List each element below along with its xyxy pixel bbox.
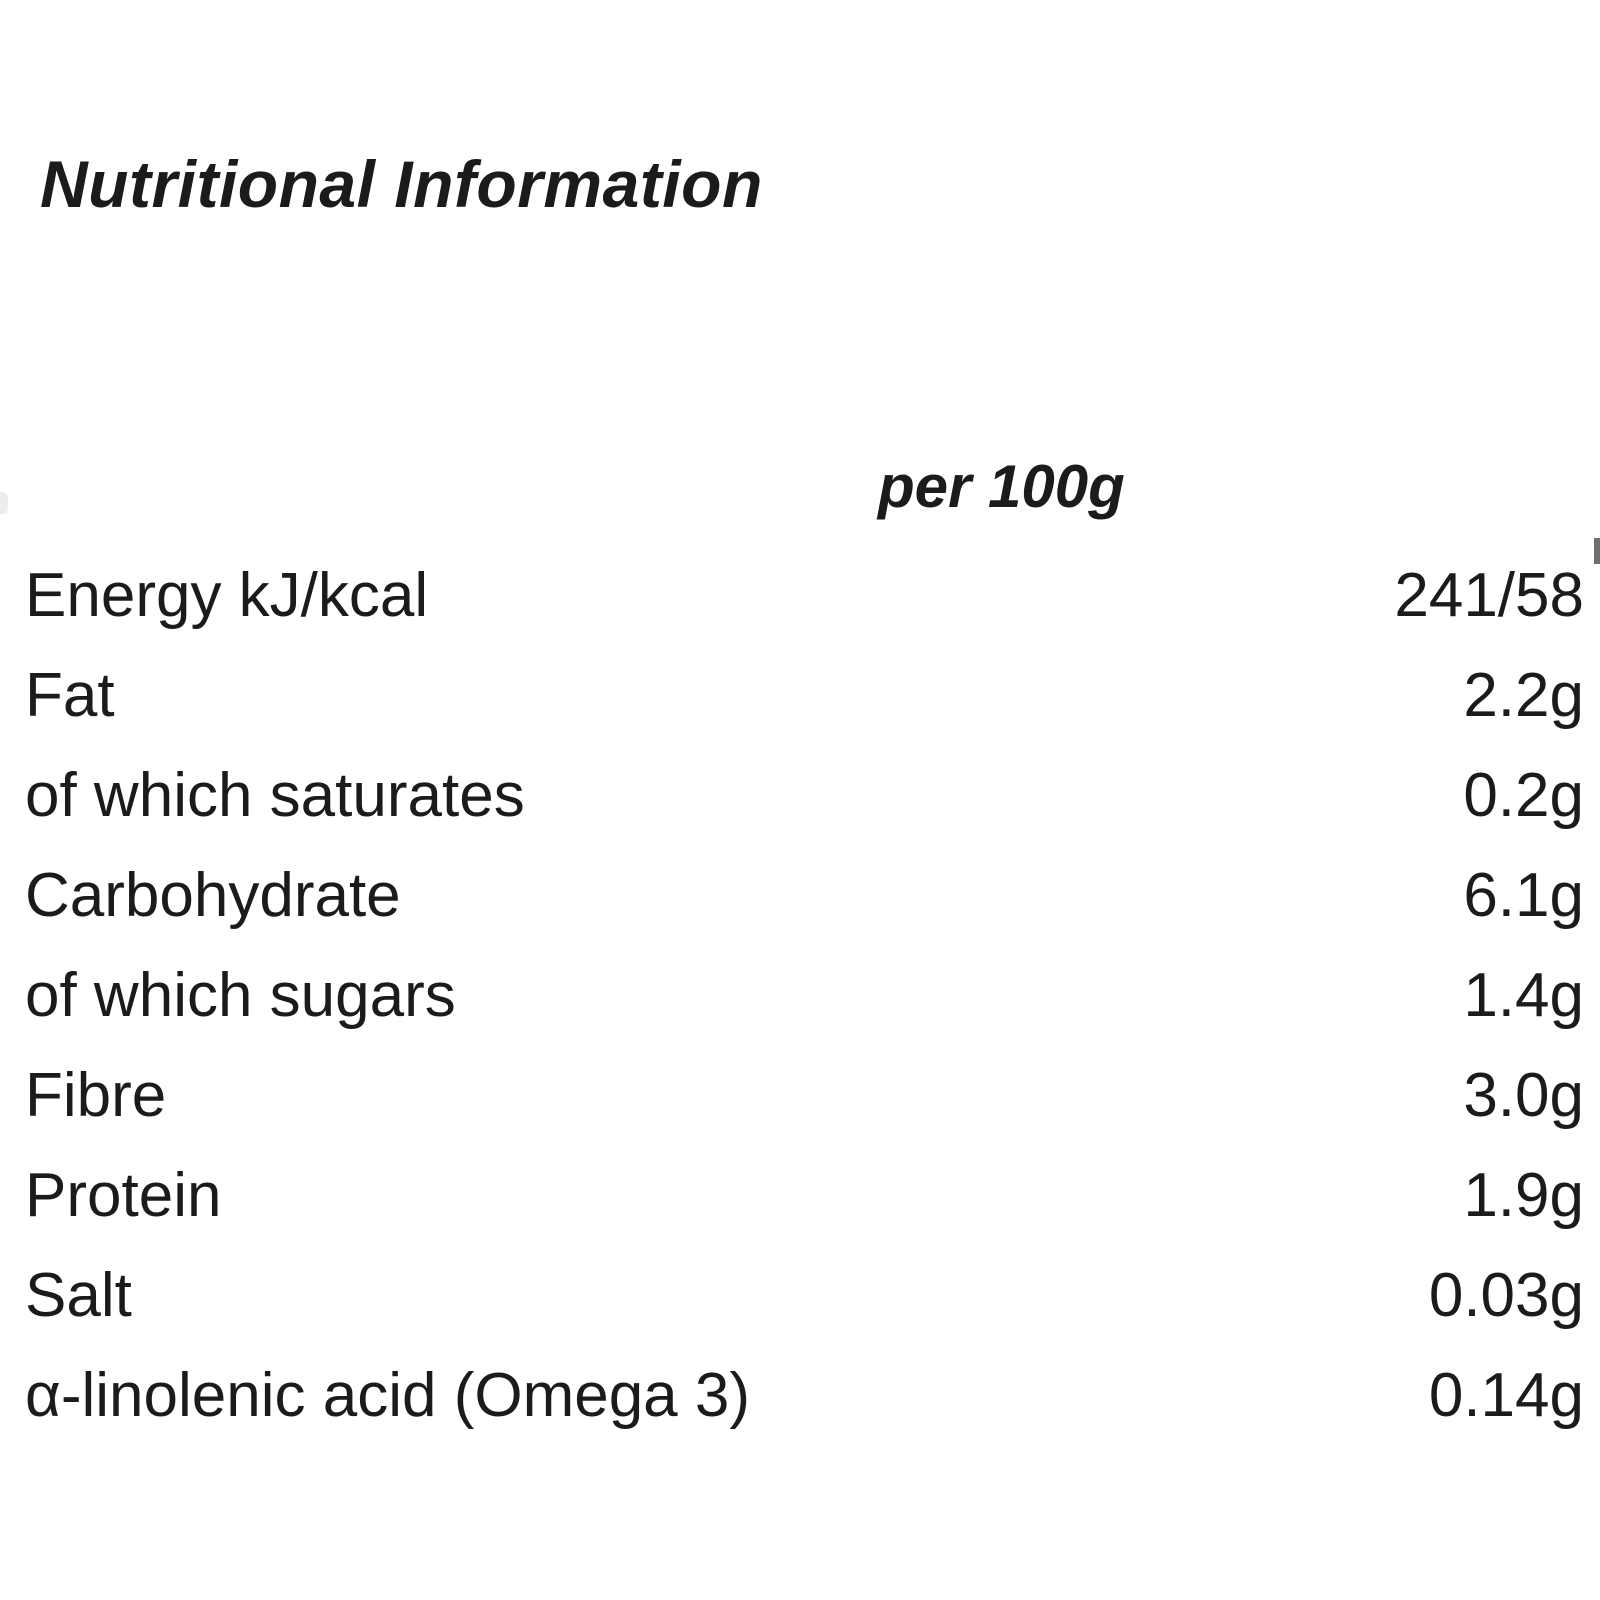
row-value: 0.14g: [1428, 1360, 1584, 1430]
row-value: 1.9g: [1463, 1160, 1584, 1230]
scan-artifact-left-edge: [0, 492, 8, 514]
row-value: 3.0g: [1463, 1060, 1584, 1130]
row-value: 0.2g: [1463, 760, 1584, 830]
table-row: α-linolenic acid (Omega 3) 0.14g: [25, 1345, 1584, 1445]
row-label: Carbohydrate: [25, 860, 401, 930]
row-label: Salt: [25, 1260, 132, 1330]
per-100g-column-header: per 100g: [878, 453, 1125, 520]
page-title: Nutritional Information: [40, 147, 763, 221]
table-row: Energy kJ/kcal 241/58: [25, 545, 1584, 645]
row-label: Protein: [25, 1160, 222, 1230]
row-label: α-linolenic acid (Omega 3): [25, 1360, 751, 1430]
table-row: Carbohydrate 6.1g: [25, 845, 1584, 945]
scan-artifact-right-edge: [1594, 538, 1600, 564]
table-row: Salt 0.03g: [25, 1245, 1584, 1345]
table-row: Protein 1.9g: [25, 1145, 1584, 1245]
table-row: of which sugars 1.4g: [25, 945, 1584, 1045]
row-label: Fat: [25, 660, 115, 730]
row-label: of which sugars: [25, 960, 456, 1030]
table-row: Fibre 3.0g: [25, 1045, 1584, 1145]
nutrition-table: Energy kJ/kcal 241/58 Fat 2.2g of which …: [25, 545, 1584, 1445]
row-value: 241/58: [1394, 560, 1584, 630]
row-value: 6.1g: [1463, 860, 1584, 930]
row-label: Energy kJ/kcal: [25, 560, 429, 630]
table-row: Fat 2.2g: [25, 645, 1584, 745]
row-label: Fibre: [25, 1060, 167, 1130]
row-value: 0.03g: [1428, 1260, 1584, 1330]
row-value: 1.4g: [1463, 960, 1584, 1030]
row-label: of which saturates: [25, 760, 525, 830]
table-row: of which saturates 0.2g: [25, 745, 1584, 845]
row-value: 2.2g: [1463, 660, 1584, 730]
